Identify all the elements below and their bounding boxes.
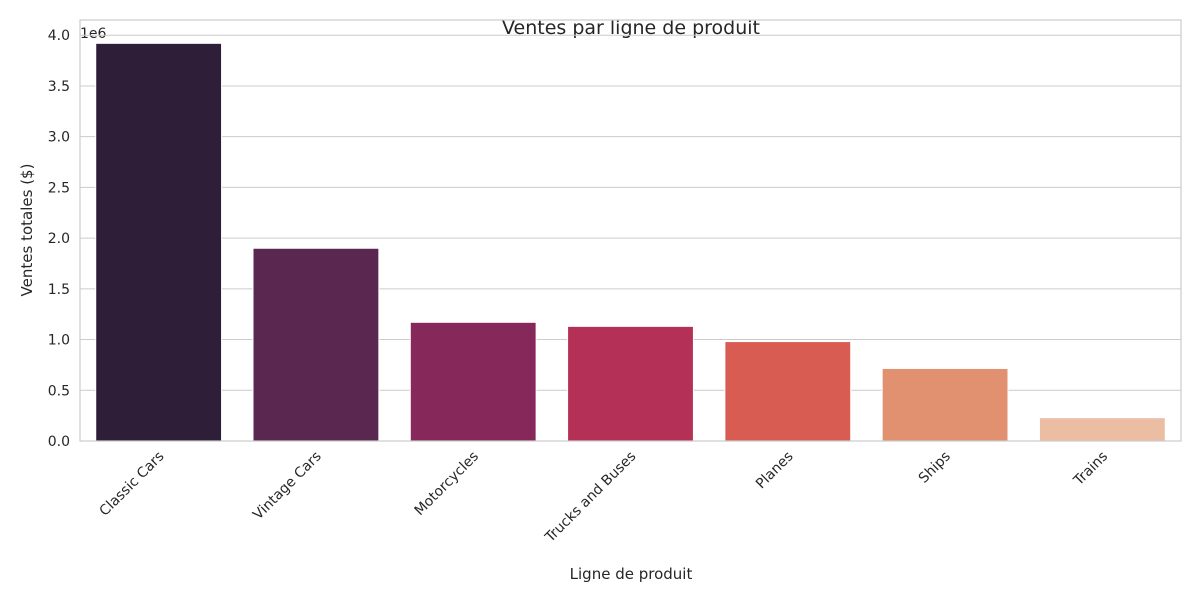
y-tick-label: 1.5 (48, 282, 70, 298)
x-tick-label: Planes (753, 449, 797, 493)
y-tick-label: 1.0 (48, 333, 70, 349)
bars (95, 42, 1166, 442)
x-axis-ticks: Classic Cars Vintage Cars Motorcycles Truck… (97, 449, 1112, 547)
x-tick-label: Motorcycles (412, 449, 482, 519)
x-axis-label: Ligne de produit (570, 565, 693, 583)
y-tick-label: 4.0 (48, 28, 70, 44)
chart-title: Ventes par ligne de produit (502, 17, 760, 39)
y-axis-label: Ventes totales ($) (18, 164, 36, 297)
plot-frame (79, 19, 1182, 442)
y-tick-label: 0.0 (48, 434, 70, 450)
x-tick-label: Vintage Cars (250, 449, 325, 524)
bar-vintage-cars (252, 247, 380, 442)
y-axis-ticks: 0.0 0.5 1.0 1.5 2.0 2.5 3.0 3.5 4.0 (48, 28, 70, 450)
y-tick-label: 2.0 (48, 231, 70, 247)
bar-trucks-and-buses (567, 325, 694, 442)
y-axis-offset-label: 1e6 (80, 26, 107, 42)
x-tick-label: Ships (916, 449, 954, 487)
bar-classic-cars (95, 42, 223, 442)
bar-trains (1038, 417, 1166, 442)
x-tick-label: Trains (1070, 449, 1111, 490)
x-tick-label: Classic Cars (97, 449, 168, 520)
y-tick-label: 0.5 (48, 383, 70, 399)
bar-planes (724, 341, 852, 442)
bar-ships (881, 367, 1009, 442)
y-tick-label: 3.5 (48, 79, 70, 95)
bar-motorcycles (409, 321, 537, 442)
x-tick-label: Trucks and Buses (542, 449, 640, 547)
y-tick-label: 2.5 (48, 180, 70, 196)
y-tick-label: 3.0 (48, 130, 70, 146)
